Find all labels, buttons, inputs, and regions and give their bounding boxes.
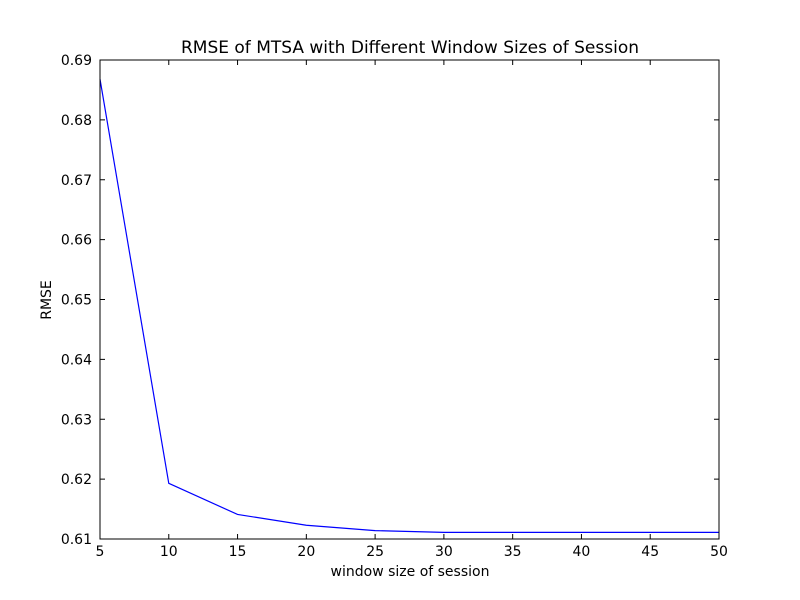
x-tick-label-45: 45 (641, 544, 659, 560)
x-tick-label-35: 35 (504, 544, 522, 560)
y-tick-label-0.65: 0.65 (61, 293, 92, 309)
y-tick-label-0.63: 0.63 (61, 412, 92, 428)
x-tick-label-30: 30 (435, 544, 453, 560)
series-line-0 (99, 79, 719, 534)
y-tick-label-0.66: 0.66 (61, 233, 92, 249)
x-tick-label-10: 10 (160, 544, 178, 560)
chart-title: RMSE of MTSA with Different Window Sizes… (181, 38, 639, 58)
x-tick-label-25: 25 (366, 544, 384, 560)
y-tick-label-0.62: 0.62 (61, 472, 92, 488)
x-axis-label: window size of session (331, 564, 490, 580)
plot-area: 5 10 15 20 25 30 35 40 45 50 0.61 0.62 0.63 0.64 0.65 0… (61, 53, 728, 560)
x-tick-label-15: 15 (229, 544, 247, 560)
y-tick-label-0.67: 0.67 (61, 173, 92, 189)
x-tick-label-20: 20 (297, 544, 315, 560)
y-tick-label-0.61: 0.61 (61, 532, 92, 548)
y-tick-label-0.68: 0.68 (61, 113, 92, 129)
x-tick-label-40: 40 (573, 544, 591, 560)
y-axis-label: RMSE (39, 280, 55, 320)
y-tick-label-0.69: 0.69 (61, 53, 92, 69)
x-tick-label-5: 5 (96, 544, 105, 560)
y-tick-label-0.64: 0.64 (61, 352, 92, 368)
plot-frame (99, 59, 720, 540)
x-tick-label-50: 50 (710, 544, 728, 560)
